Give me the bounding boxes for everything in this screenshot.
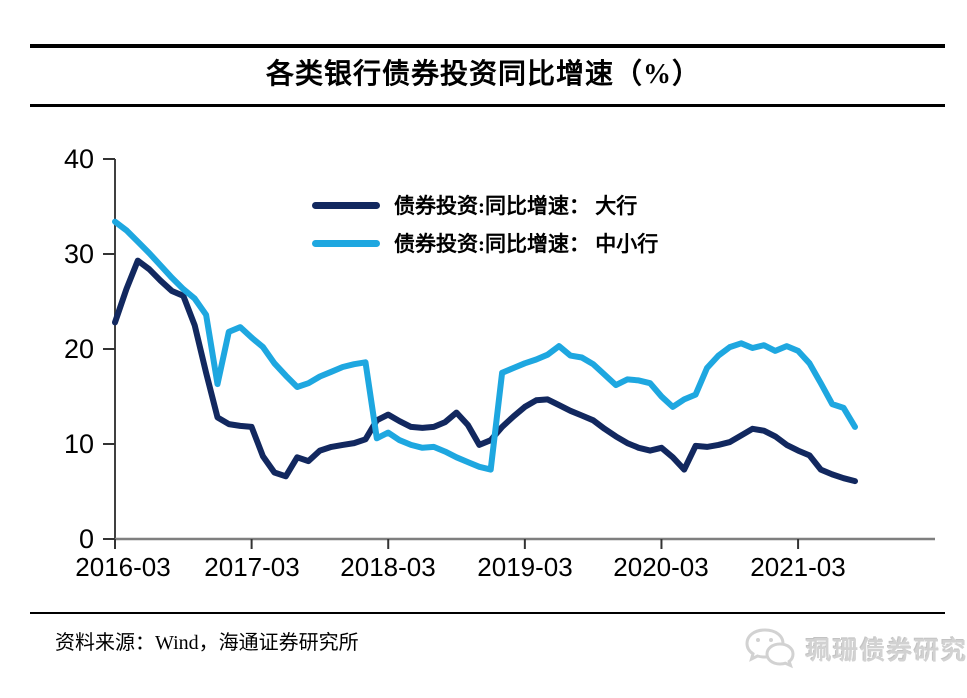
- series-line-large-banks: [112, 257, 858, 485]
- legend-row-large-banks: 债券投资:同比增速： 大行: [312, 186, 658, 224]
- y-tick-label-40: 40: [63, 144, 94, 174]
- title-bottom-rule: [30, 104, 945, 107]
- chart-legend: 债券投资:同比增速： 大行 债券投资:同比增速： 中小行: [312, 186, 658, 262]
- legend-label-small-mid-banks: 债券投资:同比增速： 中小行: [394, 232, 659, 256]
- legend-swatch-large-banks: [312, 201, 380, 209]
- footer-rule: [30, 612, 945, 614]
- x-tick-label-2017-03: 2017-03: [204, 552, 300, 582]
- data-source-note: 资料来源：Wind，海通证券研究所: [55, 632, 359, 654]
- series-line-small-mid-banks: [112, 218, 858, 473]
- y-tick-label-10: 10: [63, 429, 94, 459]
- x-tick-label-2019-03: 2019-03: [477, 552, 573, 582]
- chat-bubbles-icon: [745, 628, 795, 669]
- x-tick-label-2016-03: 2016-03: [75, 552, 171, 582]
- legend-swatch-small-mid-banks: [312, 239, 380, 247]
- watermark-text: 珮珊债券研究: [806, 638, 967, 665]
- y-tick-label-0: 0: [78, 524, 94, 554]
- top-rule: [30, 44, 945, 48]
- y-tick-label-30: 30: [63, 239, 94, 269]
- watermark-logo: 珮珊债券研究: [744, 626, 967, 672]
- x-tick-label-2021-03: 2021-03: [750, 552, 846, 582]
- chart-series-layer: [112, 218, 858, 485]
- x-tick-label-2020-03: 2020-03: [613, 552, 709, 582]
- y-tick-label-20: 20: [63, 334, 94, 364]
- chart-title: 各类银行债券投资同比增速（%）: [265, 59, 701, 90]
- legend-label-large-banks: 债券投资:同比增速： 大行: [394, 194, 638, 218]
- x-tick-label-2018-03: 2018-03: [340, 552, 436, 582]
- legend-row-small-mid-banks: 债券投资:同比增速： 中小行: [312, 224, 658, 262]
